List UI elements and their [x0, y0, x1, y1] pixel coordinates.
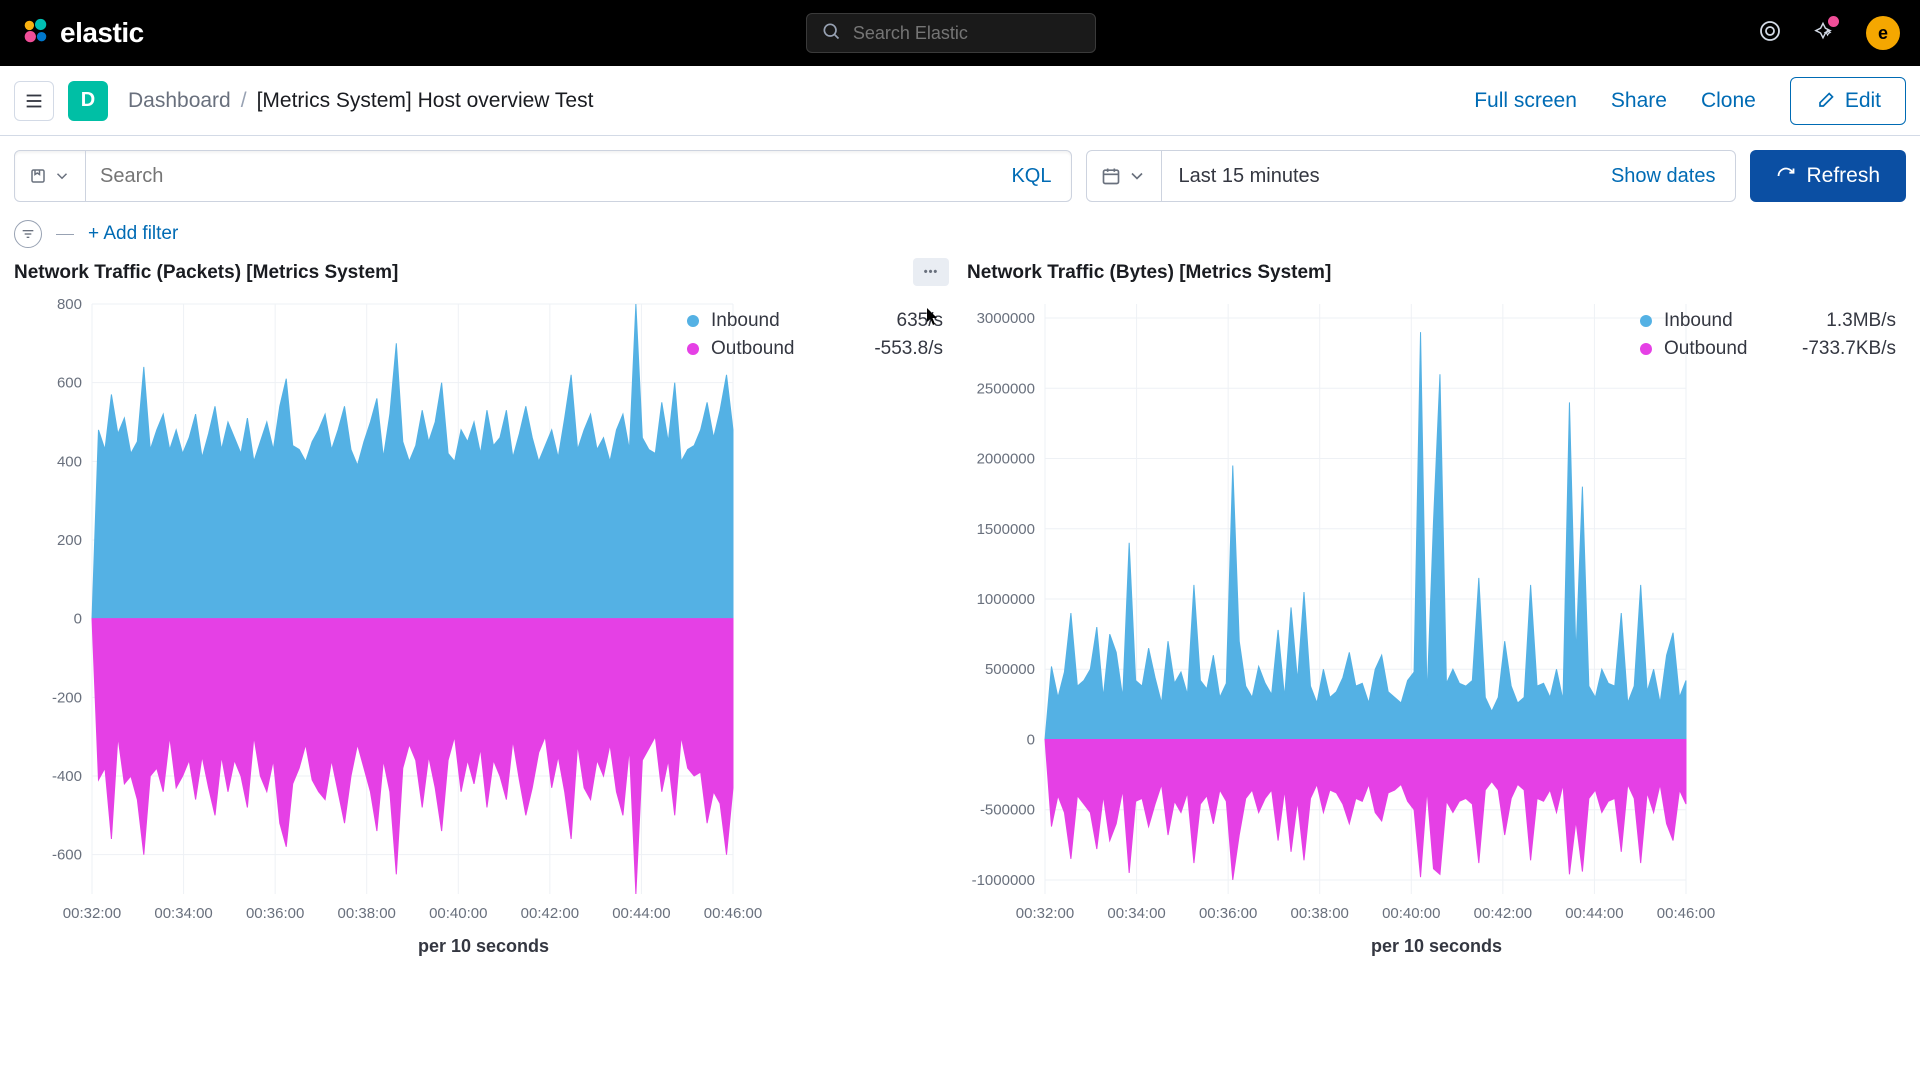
- app-badge: D: [68, 81, 108, 121]
- clone-link[interactable]: Clone: [1701, 89, 1756, 113]
- svg-text:00:40:00: 00:40:00: [429, 905, 487, 922]
- share-link[interactable]: Share: [1611, 89, 1667, 113]
- svg-text:3000000: 3000000: [977, 310, 1035, 327]
- svg-text:-400: -400: [52, 768, 82, 785]
- svg-text:00:32:00: 00:32:00: [1016, 905, 1074, 922]
- nav-toggle-button[interactable]: [14, 81, 54, 121]
- breadcrumb-section[interactable]: Dashboard: [128, 89, 231, 113]
- filter-bar: + Add filter: [0, 216, 1920, 262]
- svg-text:00:36:00: 00:36:00: [246, 905, 304, 922]
- svg-text:800: 800: [57, 296, 82, 313]
- global-search[interactable]: [806, 13, 1096, 53]
- global-search-input[interactable]: [853, 23, 1085, 44]
- panel-menu-button[interactable]: •••: [913, 258, 949, 286]
- breadcrumb-bar: D Dashboard / [Metrics System] Host over…: [0, 66, 1920, 136]
- notification-dot: [1828, 16, 1839, 27]
- svg-text:-200: -200: [52, 689, 82, 706]
- legend-bytes: Inbound1.3MB/sOutbound-733.7KB/s: [1640, 310, 1896, 366]
- time-range-label[interactable]: Last 15 minutes: [1162, 165, 1590, 188]
- svg-text:00:34:00: 00:34:00: [1107, 905, 1165, 922]
- svg-text:00:44:00: 00:44:00: [1565, 905, 1623, 922]
- svg-text:-1000000: -1000000: [972, 872, 1035, 889]
- filter-options-button[interactable]: [14, 220, 42, 248]
- svg-text:00:36:00: 00:36:00: [1199, 905, 1257, 922]
- logo-text: elastic: [60, 17, 144, 49]
- refresh-button-label: Refresh: [1806, 164, 1880, 188]
- svg-text:400: 400: [57, 453, 82, 470]
- refresh-button[interactable]: Refresh: [1750, 150, 1906, 202]
- show-dates-link[interactable]: Show dates: [1591, 165, 1736, 188]
- saved-query-button[interactable]: [15, 151, 86, 201]
- assistant-icon[interactable]: [1812, 19, 1836, 48]
- svg-text:00:38:00: 00:38:00: [338, 905, 396, 922]
- search-icon: [821, 21, 841, 46]
- svg-text:00:42:00: 00:42:00: [1474, 905, 1532, 922]
- time-quick-select[interactable]: [1087, 151, 1162, 201]
- svg-text:00:42:00: 00:42:00: [521, 905, 579, 922]
- panel-title: Network Traffic (Packets) [Metrics Syste…: [14, 262, 953, 284]
- panel-bytes: Network Traffic (Bytes) [Metrics System]…: [967, 262, 1906, 957]
- user-avatar[interactable]: e: [1866, 16, 1900, 50]
- svg-text:600: 600: [57, 375, 82, 392]
- svg-text:00:34:00: 00:34:00: [154, 905, 212, 922]
- svg-text:1000000: 1000000: [977, 591, 1035, 608]
- svg-text:00:38:00: 00:38:00: [1291, 905, 1349, 922]
- query-bar: KQL Last 15 minutes Show dates Refresh: [0, 136, 1920, 216]
- svg-text:00:46:00: 00:46:00: [704, 905, 762, 922]
- time-picker: Last 15 minutes Show dates: [1086, 150, 1736, 202]
- panel-packets: ••• Network Traffic (Packets) [Metrics S…: [14, 262, 953, 957]
- filter-divider: [56, 234, 74, 235]
- svg-text:500000: 500000: [985, 661, 1035, 678]
- fullscreen-link[interactable]: Full screen: [1474, 89, 1577, 113]
- svg-text:00:40:00: 00:40:00: [1382, 905, 1440, 922]
- svg-text:200: 200: [57, 532, 82, 549]
- chart-packets[interactable]: -600 -400 -200 0 200 400 600 800 00:32:00 00:34:0…: [14, 294, 953, 934]
- query-box: KQL: [14, 150, 1072, 202]
- edit-button-label: Edit: [1845, 89, 1881, 113]
- x-axis-label: per 10 seconds: [967, 936, 1906, 957]
- dashboard-panels: ••• Network Traffic (Packets) [Metrics S…: [0, 262, 1920, 957]
- svg-text:00:44:00: 00:44:00: [612, 905, 670, 922]
- x-axis-label: per 10 seconds: [14, 936, 953, 957]
- elastic-logo-icon: [20, 16, 50, 51]
- svg-text:00:32:00: 00:32:00: [63, 905, 121, 922]
- svg-text:00:46:00: 00:46:00: [1657, 905, 1715, 922]
- svg-text:0: 0: [1027, 731, 1035, 748]
- svg-text:1500000: 1500000: [977, 521, 1035, 538]
- svg-text:0: 0: [74, 611, 82, 628]
- breadcrumb-title: [Metrics System] Host overview Test: [257, 89, 594, 113]
- svg-text:2000000: 2000000: [977, 451, 1035, 468]
- query-input[interactable]: [86, 165, 991, 188]
- breadcrumb-separator: /: [241, 89, 247, 113]
- logo[interactable]: elastic: [20, 16, 144, 51]
- newsfeed-icon[interactable]: [1758, 19, 1782, 48]
- cursor-icon: [926, 308, 940, 326]
- chart-bytes[interactable]: -1000000 -500000 0 500000 1000000 1500000 2000…: [967, 294, 1906, 934]
- panel-title: Network Traffic (Bytes) [Metrics System]: [967, 262, 1906, 284]
- edit-button[interactable]: Edit: [1790, 77, 1906, 125]
- svg-text:-500000: -500000: [980, 802, 1035, 819]
- add-filter-button[interactable]: + Add filter: [88, 223, 178, 245]
- global-header: elastic e: [0, 0, 1920, 66]
- query-language-button[interactable]: KQL: [991, 165, 1071, 188]
- svg-text:-600: -600: [52, 847, 82, 864]
- svg-text:2500000: 2500000: [977, 380, 1035, 397]
- legend-packets: Inbound635/sOutbound-553.8/s: [687, 310, 943, 366]
